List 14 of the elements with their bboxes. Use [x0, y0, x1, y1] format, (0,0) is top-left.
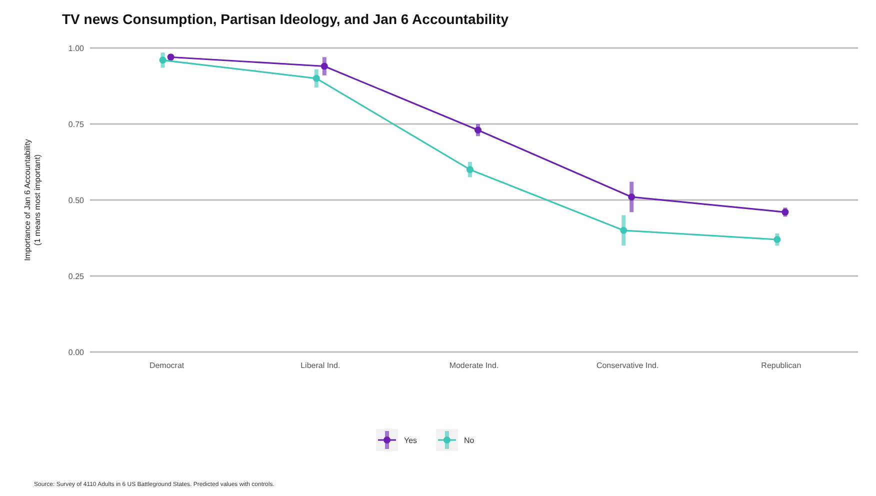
x-tick-label: Republican	[761, 361, 802, 370]
legend-label: No	[464, 436, 475, 445]
y-tick-label: 0.00	[68, 348, 85, 357]
y-tick-label: 0.50	[68, 196, 85, 205]
x-tick-label: Democrat	[149, 361, 185, 370]
chart-title: TV news Consumption, Partisan Ideology, and Jan 6 Accountability	[62, 11, 509, 27]
x-tick-label: Liberal Ind.	[300, 361, 340, 370]
y-tick-label: 0.75	[68, 120, 85, 129]
y-tick-label: 0.25	[68, 272, 85, 281]
x-tick-label: Conservative Ind.	[596, 361, 659, 370]
y-tick-label: 1.00	[68, 44, 85, 53]
x-tick-label: Moderate Ind.	[449, 361, 499, 370]
legend-label: Yes	[404, 436, 418, 445]
y-axis-title: Importance of Jan 6 Accountability (1 means most important)	[23, 139, 42, 261]
